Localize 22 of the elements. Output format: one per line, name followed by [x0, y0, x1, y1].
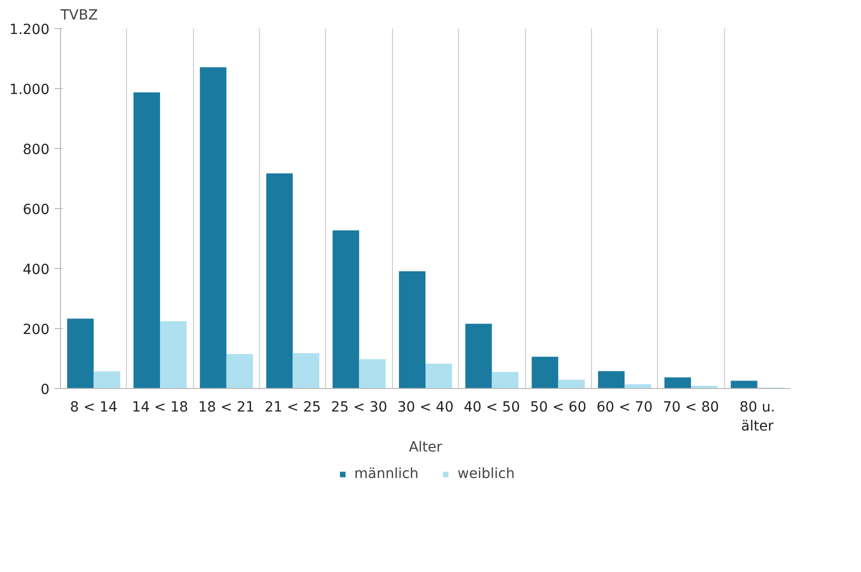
x-tick-label: 50 < 60	[530, 400, 586, 416]
y-tick-label: 800	[22, 142, 50, 158]
x-tick-label: 25 < 30	[331, 400, 388, 416]
x-tick-label: 18 < 21	[198, 400, 255, 416]
y-tick-label: 600	[22, 202, 50, 218]
y-tick-label: 200	[22, 322, 50, 338]
y-tick-label: 1.200	[9, 22, 50, 38]
x-tick-label: 80 u. älter	[740, 400, 776, 435]
legend-label: männlich	[354, 466, 419, 482]
legend-label: weiblich	[458, 466, 515, 482]
x-tick-label: 60 < 70	[596, 400, 653, 416]
x-tick-label: 70 < 80	[662, 400, 720, 416]
y-tick-label: 0	[40, 382, 50, 398]
y-tick-label: 1.000	[9, 82, 50, 98]
x-tick-label: 30 < 40	[397, 400, 454, 416]
x-tick-label: 14 < 18	[132, 400, 188, 416]
y-tick-label: 400	[22, 262, 50, 278]
x-axis-title: Alter	[408, 440, 442, 456]
x-tick-label: 40 < 50	[464, 400, 520, 416]
x-tick-label: 8 < 14	[70, 400, 118, 416]
y-axis-title: TVBZ	[60, 8, 98, 24]
x-tick-label: 21 < 25	[264, 400, 321, 416]
